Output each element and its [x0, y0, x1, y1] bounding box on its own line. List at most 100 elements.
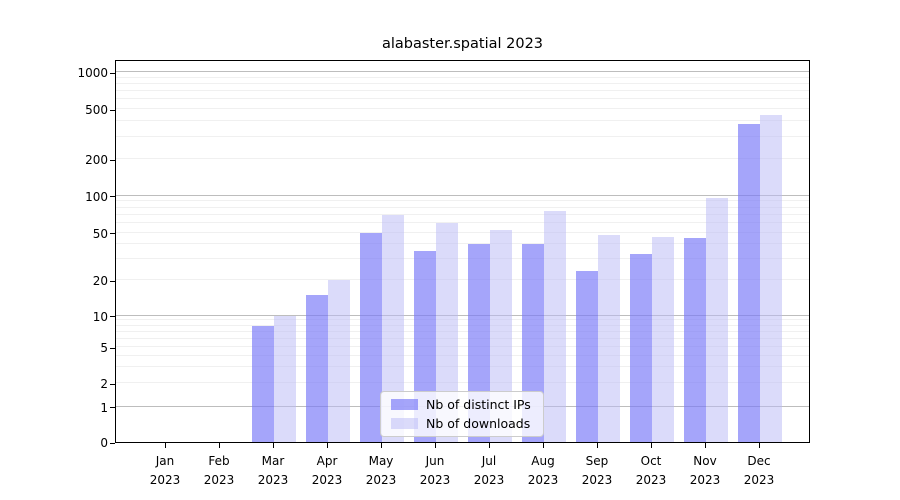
y-axis-tick-label-50: 50: [92, 226, 108, 241]
bar-downloads-nov: [706, 198, 728, 442]
y-axis-tick-mark: [110, 196, 115, 198]
x-axis-tick-mark: [272, 443, 274, 448]
x-axis-tick-mark: [758, 443, 760, 448]
gridline-8: [116, 324, 809, 326]
gridline-20: [116, 279, 809, 280]
bar-downloads-may: [382, 214, 404, 442]
downloads-swatch-icon: [391, 418, 418, 429]
bar-ips-sep: [576, 270, 598, 442]
x-axis-tick-mark: [434, 443, 436, 448]
x-axis-tick-mark: [380, 443, 382, 448]
y-axis-tick-label-5: 5: [100, 341, 108, 355]
chart-title: alabaster.spatial 2023: [381, 36, 544, 52]
gridline-5: [116, 346, 809, 347]
gridline-1000: [116, 71, 809, 73]
gridline-4: [116, 354, 809, 356]
y-axis-tick-mark: [110, 109, 115, 111]
gridline-7: [116, 330, 809, 332]
x-axis-tick-mark: [164, 443, 166, 448]
bar-ips-oct: [630, 254, 652, 442]
gridline-200: [116, 158, 809, 159]
y-axis-tick-label-10: 10: [92, 309, 108, 324]
bar-ips-mar: [252, 325, 274, 442]
gridline-40: [116, 243, 809, 245]
y-axis-tick-mark: [110, 442, 115, 444]
y-axis-tick-label-1000: 1000: [77, 66, 108, 81]
y-axis-tick-label-2: 2: [100, 377, 108, 391]
gridline-500: [116, 108, 809, 109]
distinct-ips-swatch-icon: [391, 399, 418, 410]
y-axis-tick-label-200: 200: [85, 153, 108, 167]
bar-downloads-sep: [598, 234, 620, 442]
x-axis-tick-label-aug: Aug 2023: [527, 454, 559, 487]
x-axis-tick-label-nov: Nov 2023: [689, 454, 721, 487]
y-axis-tick-label-500: 500: [85, 103, 108, 117]
gridline-600: [116, 98, 809, 100]
gridline-80: [116, 206, 809, 208]
bar-ips-apr: [306, 294, 328, 442]
bar-downloads-apr: [328, 280, 350, 442]
x-axis-tick-mark: [596, 443, 598, 448]
x-axis-tick-label-mar: Mar 2023: [257, 454, 289, 487]
bar-ips-dec: [738, 124, 760, 442]
x-axis-tick-mark: [542, 443, 544, 448]
gridline-900: [116, 76, 809, 78]
x-axis-tick-label-jan: Jan 2023: [149, 454, 181, 487]
bar-ips-may: [360, 232, 382, 442]
gridline-100: [116, 194, 809, 196]
x-axis-tick-mark: [650, 443, 652, 448]
gridline-9: [116, 319, 809, 321]
bar-downloads-jul: [490, 230, 512, 442]
legend-item-downloads: Nb of downloads: [381, 416, 543, 431]
gridline-10: [116, 314, 809, 316]
legend-label-distinct-ips: Nb of distinct IPs: [426, 397, 531, 412]
x-axis-tick-mark: [218, 443, 220, 448]
gridline-300: [116, 135, 809, 137]
x-axis-tick-label-oct: Oct 2023: [635, 454, 667, 487]
gridline-2: [116, 382, 809, 383]
bar-downloads-aug: [544, 211, 566, 442]
gridline-90: [116, 200, 809, 202]
gridline-6: [116, 337, 809, 339]
y-axis-tick-mark: [110, 280, 115, 282]
x-axis-tick-label-jul: Jul 2023: [473, 454, 505, 487]
gridline-70: [116, 213, 809, 215]
y-axis-tick-label-0: 0: [100, 436, 108, 450]
gridline-400: [116, 120, 809, 122]
y-axis-tick-label-20: 20: [92, 274, 108, 288]
y-axis-tick-label-1: 1: [100, 400, 108, 415]
bar-downloads-mar: [274, 315, 296, 442]
y-axis-tick-mark: [110, 383, 115, 385]
gridline-700: [116, 90, 809, 92]
x-axis-tick-label-jun: Jun 2023: [419, 454, 451, 487]
x-axis-tick-mark: [326, 443, 328, 448]
plot-area: [115, 60, 810, 443]
gridline-800: [116, 83, 809, 85]
gridline-60: [116, 221, 809, 223]
y-axis-tick-mark: [110, 159, 115, 161]
y-axis-tick-mark: [110, 407, 115, 409]
legend: Nb of distinct IPs Nb of downloads: [380, 391, 544, 437]
x-axis-tick-mark: [488, 443, 490, 448]
x-axis-tick-label-dec: Dec 2023: [743, 454, 775, 487]
legend-item-distinct-ips: Nb of distinct IPs: [381, 397, 543, 412]
x-axis-tick-mark: [704, 443, 706, 448]
x-axis-tick-label-sep: Sep 2023: [581, 454, 613, 487]
y-axis-tick-mark: [110, 72, 115, 75]
y-axis-tick-mark: [110, 233, 115, 235]
x-axis-tick-label-feb: Feb 2023: [203, 454, 235, 487]
gridline-3: [116, 366, 809, 368]
bar-downloads-oct: [652, 236, 674, 442]
bar-ips-nov: [684, 238, 706, 442]
y-axis-tick-label-100: 100: [85, 189, 108, 204]
legend-label-downloads: Nb of downloads: [426, 416, 531, 431]
gridline-50: [116, 231, 809, 233]
x-axis-tick-label-apr: Apr 2023: [311, 454, 343, 487]
bar-downloads-jun: [436, 222, 458, 442]
y-axis-tick-mark: [110, 316, 115, 318]
y-axis-tick-mark: [110, 347, 115, 349]
x-axis-tick-label-may: May 2023: [365, 454, 397, 487]
bar-downloads-dec: [760, 114, 782, 442]
gridline-30: [116, 258, 809, 259]
